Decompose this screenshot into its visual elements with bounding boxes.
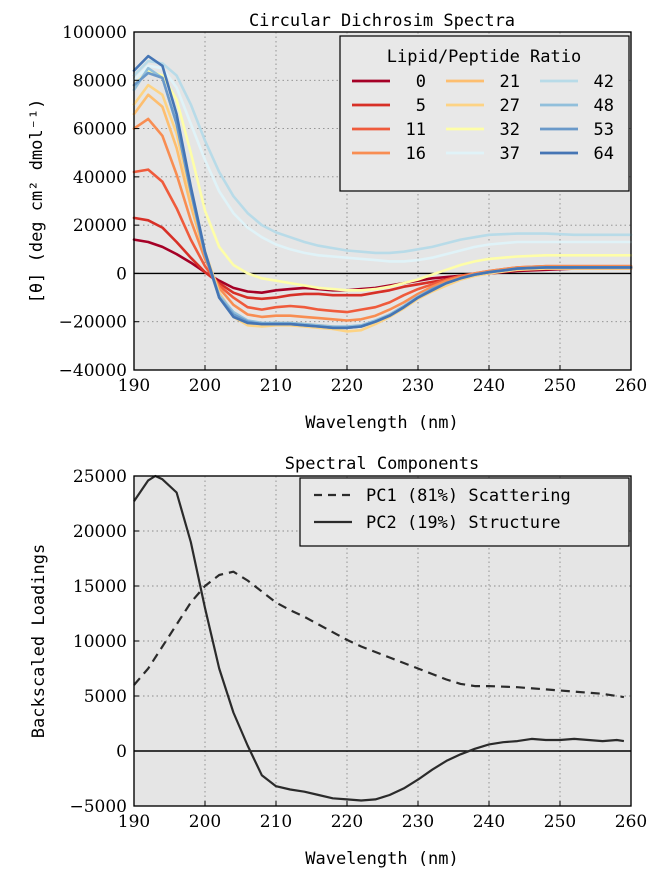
cd-legend-title: Lipid/Peptide Ratio (387, 47, 581, 67)
cd-plot-frame (133, 31, 632, 371)
pc-x-tick-label: 230 (402, 812, 434, 832)
pc-x-tick-label: 190 (118, 812, 150, 832)
cd-series-line-32 (132, 69, 633, 292)
pc-series-line-pc2 (133, 474, 625, 802)
cd-x-tick-label: 230 (402, 376, 434, 396)
cd-legend-label-48: 48 (594, 96, 614, 116)
cd-x-tick-label: 240 (473, 376, 505, 396)
spectral-components-chart: 190 200 210 220 230 240 250 260 −5000 0 5000 10000… (29, 454, 647, 869)
pc-legend-items: PC1 (81%) Scattering PC2 (19%) Structure (314, 486, 571, 533)
cd-x-tick-label: 190 (118, 376, 150, 396)
cd-chart-title: Circular Dichrosim Spectra (249, 11, 515, 31)
cd-legend-label-0: 0 (416, 72, 426, 92)
pc-y-axis-title: Backscaled Loadings (29, 544, 49, 738)
cd-legend-label-27: 27 (500, 96, 520, 116)
pc-y-tick-label: 15000 (73, 577, 127, 597)
cd-legend-label-42: 42 (594, 72, 614, 92)
cd-y-tick-label: −20000 (59, 313, 127, 333)
pc-y-tick-label: 5000 (84, 687, 127, 707)
cd-spectra-chart: 190 200 210 220 230 240 250 260 −40000−20000020… (27, 11, 647, 433)
cd-series-line-37 (132, 64, 633, 263)
cd-legend-label-32: 32 (500, 120, 520, 140)
cd-y-tick-label: 20000 (73, 216, 127, 236)
cd-y-tick-label: 100000 (62, 23, 127, 43)
pc-y-tick-label: 10000 (73, 632, 127, 652)
pc-series-line-pc1 (133, 570, 625, 699)
cd-x-ticks: 190 200 210 220 230 240 250 260 (118, 365, 647, 396)
pc-x-tick-label: 200 (189, 812, 221, 832)
cd-legend-label-21: 21 (500, 72, 520, 92)
pc-x-axis-title: Wavelength (nm) (305, 849, 459, 869)
cd-y-tick-label: 80000 (73, 71, 127, 91)
cd-legend-label-37: 37 (500, 144, 520, 164)
cd-legend-label-5: 5 (416, 96, 426, 116)
cd-legend-box (339, 35, 630, 192)
pc-y-tick-label: 20000 (73, 522, 127, 542)
cd-legend-label-11: 11 (406, 120, 426, 140)
cd-legend-label-16: 16 (406, 144, 426, 164)
pc-x-tick-label: 250 (544, 812, 576, 832)
cd-series-line-42 (132, 59, 633, 255)
pc-y-ticks: −5000 0 5000 10000 15000 20000 25000 (69, 467, 139, 817)
pc-y-tick-label: 25000 (73, 467, 127, 487)
pc-x-tick-label: 240 (473, 812, 505, 832)
cd-y-tick-label: −40000 (59, 361, 127, 381)
pc-legend: PC1 (81%) Scattering PC2 (19%) Structure (299, 477, 630, 547)
cd-x-axis-title: Wavelength (nm) (305, 413, 459, 433)
pc-x-tick-label: 220 (331, 812, 363, 832)
cd-legend-label-53: 53 (594, 120, 614, 140)
cd-legend-items: 0 5 11 16 21 27 32 37 42 48 53 64 (352, 72, 614, 164)
cd-series-group (132, 54, 633, 333)
cd-y-axis-title: [θ] (deg cm² dmol⁻¹) (27, 99, 47, 304)
pc-legend-box (299, 477, 630, 547)
pc-x-tick-label: 260 (615, 812, 647, 832)
cd-x-tick-label: 210 (260, 376, 292, 396)
cd-x-tick-label: 200 (189, 376, 221, 396)
cd-legend: Lipid/Peptide Ratio 0 5 11 16 21 27 32 37 42 48 53… (339, 35, 630, 192)
pc-y-tick-label: 0 (116, 742, 127, 762)
pc-legend-label-2: PC2 (19%) Structure (366, 513, 560, 533)
cd-y-tick-label: 60000 (73, 120, 127, 140)
cd-x-tick-label: 260 (615, 376, 647, 396)
pc-legend-label-1: PC1 (81%) Scattering (366, 486, 571, 506)
pc-y-tick-label: −5000 (69, 797, 127, 817)
pc-chart-title: Spectral Components (285, 454, 479, 474)
cd-x-tick-label: 220 (331, 376, 363, 396)
cd-y-tick-label: 40000 (73, 168, 127, 188)
pc-x-ticks: 190 200 210 220 230 240 250 260 (118, 801, 647, 832)
pc-series-group (133, 474, 625, 802)
cd-y-ticks: −40000 −20000 0 20000 40000 60000 80000 100000 (59, 23, 139, 381)
cd-y-tick-label: 0 (116, 264, 127, 284)
cd-x-tick-label: 250 (544, 376, 576, 396)
cd-legend-label-64: 64 (594, 144, 614, 164)
cd-series-line-64 (132, 54, 633, 330)
pc-x-tick-label: 210 (260, 812, 292, 832)
